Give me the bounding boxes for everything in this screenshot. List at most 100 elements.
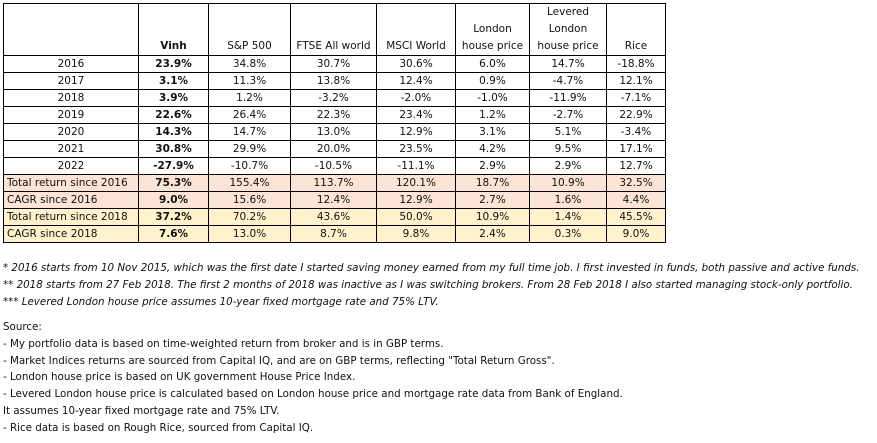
table-cell: 13.0% xyxy=(208,225,291,243)
table-row: Total return since 2016 75.3% 155.4% 113.7%… xyxy=(3,174,666,192)
table-cell: 4.4% xyxy=(606,191,666,209)
table-cell: 2.7% xyxy=(455,191,530,209)
column-header: FTSE All world xyxy=(290,3,377,56)
table-cell: 9.0% xyxy=(138,191,209,209)
table-cell: 0.9% xyxy=(455,72,530,90)
column-header xyxy=(3,3,139,56)
table-cell: 30.7% xyxy=(290,55,377,73)
table-row: 2016 23.9% 34.8% 30.7% 30.6% 6.0% 14.7% -18.8% xyxy=(3,55,666,73)
table-cell: 75.3% xyxy=(138,174,209,192)
table-cell: 13.0% xyxy=(290,123,377,141)
table-cell: 15.6% xyxy=(208,191,291,209)
source-line: Source: xyxy=(3,321,42,333)
header-row: Vinh S&P 500 FTSE All world MSCI World Londo… xyxy=(3,3,666,56)
table-row: CAGR since 2018 7.6% 13.0% 8.7% 9.8% 2.4% 0.3%… xyxy=(3,225,666,243)
table-cell: 7.6% xyxy=(138,225,209,243)
row-label: 2019 xyxy=(3,106,139,124)
table-cell: 37.2% xyxy=(138,208,209,226)
table-cell: 22.6% xyxy=(138,106,209,124)
table-cell: 2.9% xyxy=(529,157,607,175)
table-cell: 2.9% xyxy=(455,157,530,175)
table-cell: 70.2% xyxy=(208,208,291,226)
table-cell: 14.7% xyxy=(208,123,291,141)
column-header: Levered London house price xyxy=(529,3,607,56)
footnote: * 2016 starts from 10 Nov 2015, which wa… xyxy=(3,262,860,274)
column-header: S&P 500 xyxy=(208,3,291,56)
row-label: Total return since 2018 xyxy=(3,208,139,226)
table-cell: 5.1% xyxy=(529,123,607,141)
table-cell: -4.7% xyxy=(529,72,607,90)
table-cell: 12.9% xyxy=(376,123,456,141)
table-cell: -27.9% xyxy=(138,157,209,175)
table-cell: 10.9% xyxy=(529,174,607,192)
table-cell: 32.5% xyxy=(606,174,666,192)
source-line: - Levered London house price is calculat… xyxy=(3,388,623,401)
column-header: Vinh xyxy=(138,3,209,56)
table-cell: 12.4% xyxy=(290,191,377,209)
table-cell: 1.2% xyxy=(455,106,530,124)
table-cell: 12.7% xyxy=(606,157,666,175)
table-cell: -10.5% xyxy=(290,157,377,175)
table-cell: 3.1% xyxy=(138,72,209,90)
table-cell: 20.0% xyxy=(290,140,377,158)
table-cell: -11.1% xyxy=(376,157,456,175)
row-label: 2017 xyxy=(3,72,139,90)
table-cell: 12.9% xyxy=(376,191,456,209)
table-cell: 50.0% xyxy=(376,208,456,226)
row-label: 2020 xyxy=(3,123,139,141)
table-cell: 113.7% xyxy=(290,174,377,192)
table-cell: -1.0% xyxy=(455,89,530,107)
source-line: - Rice data is based on Rough Rice, sour… xyxy=(3,421,314,434)
table-cell: 3.9% xyxy=(138,89,209,107)
returns-table: Vinh S&P 500 FTSE All world MSCI World Londo… xyxy=(3,3,666,243)
table-cell: 30.8% xyxy=(138,140,209,158)
table-cell: -18.8% xyxy=(606,55,666,73)
table-cell: 4.2% xyxy=(455,140,530,158)
table-cell: 1.2% xyxy=(208,89,291,107)
table-cell: -11.9% xyxy=(529,89,607,107)
table-cell: 13.8% xyxy=(290,72,377,90)
table-row: CAGR since 2016 9.0% 15.6% 12.4% 12.9% 2.7% 1.… xyxy=(3,191,666,209)
table-cell: 8.7% xyxy=(290,225,377,243)
table-cell: -7.1% xyxy=(606,89,666,107)
table-cell: -3.2% xyxy=(290,89,377,107)
table-cell: 120.1% xyxy=(376,174,456,192)
footnotes: * 2016 starts from 10 Nov 2015, which wa… xyxy=(3,260,860,311)
table-row: 2022 -27.9% -10.7% -10.5% -11.1% 2.9% 2.9% 12.7… xyxy=(3,157,666,175)
source-line: It assumes 10-year fixed mortgage rate a… xyxy=(3,404,280,417)
table-cell: 23.5% xyxy=(376,140,456,158)
row-label: CAGR since 2016 xyxy=(3,191,139,209)
table-cell: 22.9% xyxy=(606,106,666,124)
table-cell: 14.7% xyxy=(529,55,607,73)
table-cell: 17.1% xyxy=(606,140,666,158)
table-cell: -3.4% xyxy=(606,123,666,141)
table-cell: 3.1% xyxy=(455,123,530,141)
table-cell: 0.3% xyxy=(529,225,607,243)
column-header: London house price xyxy=(455,3,530,56)
row-label: 2021 xyxy=(3,140,139,158)
source-line: - London house price is based on UK gove… xyxy=(3,371,356,384)
table-cell: 6.0% xyxy=(455,55,530,73)
table-cell: 29.9% xyxy=(208,140,291,158)
table-cell: 12.1% xyxy=(606,72,666,90)
table-cell: 22.3% xyxy=(290,106,377,124)
table-cell: 14.3% xyxy=(138,123,209,141)
row-label: Total return since 2016 xyxy=(3,174,139,192)
table-cell: 12.4% xyxy=(376,72,456,90)
table-cell: 45.5% xyxy=(606,208,666,226)
table-cell: 30.6% xyxy=(376,55,456,73)
table-cell: -2.0% xyxy=(376,89,456,107)
table-cell: 155.4% xyxy=(208,174,291,192)
table-cell: 9.5% xyxy=(529,140,607,158)
table-cell: 23.9% xyxy=(138,55,209,73)
table-cell: 11.3% xyxy=(208,72,291,90)
footnote: ** 2018 starts from 27 Feb 2018. The fir… xyxy=(3,279,853,291)
table-cell: 9.8% xyxy=(376,225,456,243)
row-label: 2016 xyxy=(3,55,139,73)
table-cell: 43.6% xyxy=(290,208,377,226)
table-cell: 1.6% xyxy=(529,191,607,209)
source-notes: Source: - My portfolio data is based on t… xyxy=(3,319,623,437)
table-cell: 1.4% xyxy=(529,208,607,226)
table-cell: 34.8% xyxy=(208,55,291,73)
table-row: 2017 3.1% 11.3% 13.8% 12.4% 0.9% -4.7% 12.1% xyxy=(3,72,666,90)
